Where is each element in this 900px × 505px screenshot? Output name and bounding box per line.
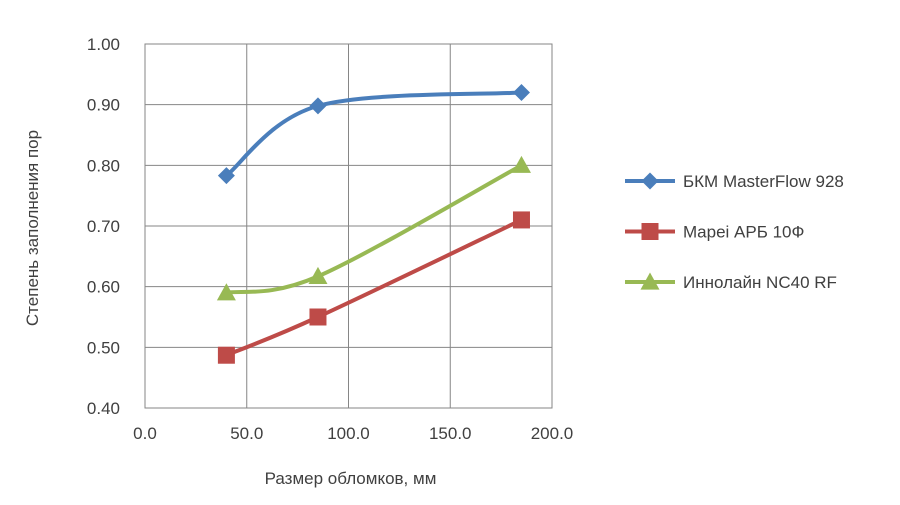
data-point-series-3 xyxy=(308,266,328,284)
series-line-2 xyxy=(224,217,524,358)
data-point-series-2 xyxy=(309,308,327,326)
data-point-series-2 xyxy=(217,346,235,364)
series-lines xyxy=(224,90,524,358)
legend: БКМ MasterFlow 928 Mapei АРБ 10Ф Иннолайн … xyxy=(625,172,844,292)
data-point-series-3 xyxy=(216,283,236,301)
legend-label: Mapei АРБ 10Ф xyxy=(683,223,804,242)
legend-marker xyxy=(641,172,659,190)
series-line-3 xyxy=(224,163,524,295)
data-point-series-1 xyxy=(309,97,327,115)
y-tick-label: 0.90 xyxy=(87,96,120,115)
y-tick-label: 0.80 xyxy=(87,156,120,175)
data-point-series-1 xyxy=(217,167,235,185)
data-point-series-3 xyxy=(511,155,531,173)
y-tick-label: 0.40 xyxy=(87,399,120,418)
legend-entry: БКМ MasterFlow 928 xyxy=(625,172,844,191)
series-markers xyxy=(216,84,531,364)
y-tick-label: 0.60 xyxy=(87,278,120,297)
y-axis-title: Степень заполнения пор xyxy=(23,130,42,326)
data-point-series-2 xyxy=(512,211,530,229)
legend-marker xyxy=(641,223,659,240)
x-axis-ticks: 0.0 50.0 100.0 150.0 200.0 xyxy=(133,424,573,443)
data-point-series-1 xyxy=(512,84,530,102)
x-tick-label: 0.0 xyxy=(133,424,157,443)
legend-label: Иннолайн NC40 RF xyxy=(683,273,837,292)
y-tick-label: 0.70 xyxy=(87,217,120,236)
legend-marker xyxy=(640,272,660,290)
y-tick-label: 0.50 xyxy=(87,338,120,357)
x-tick-label: 50.0 xyxy=(230,424,263,443)
legend-entry: Mapei АРБ 10Ф xyxy=(625,223,804,242)
x-tick-label: 150.0 xyxy=(429,424,472,443)
y-axis-ticks: 0.40 0.50 0.60 0.70 0.80 0.90 1.00 xyxy=(87,35,120,418)
x-axis-title: Размер обломков, мм xyxy=(265,469,437,488)
legend-label: БКМ MasterFlow 928 xyxy=(683,172,844,191)
x-tick-label: 100.0 xyxy=(327,424,370,443)
legend-entry: Иннолайн NC40 RF xyxy=(625,272,837,292)
plot-area-frame xyxy=(144,43,553,409)
y-tick-label: 1.00 xyxy=(87,35,120,54)
x-tick-label: 200.0 xyxy=(531,424,574,443)
